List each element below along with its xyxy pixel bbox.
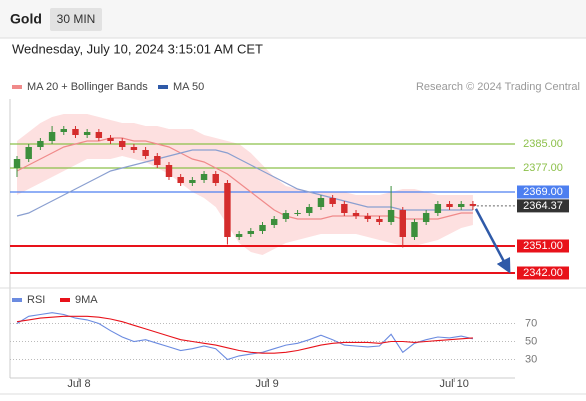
interval-box[interactable]	[50, 8, 102, 31]
candle-body	[142, 150, 149, 156]
candle-body	[399, 210, 406, 237]
candle-body	[306, 207, 313, 213]
x-tick-label: Jul 10	[440, 378, 469, 390]
legend-label: MA 20 + Bollinger Bands	[27, 81, 148, 93]
candle-body	[317, 198, 325, 207]
candle-body	[235, 234, 243, 237]
candle-body	[422, 213, 430, 222]
level-label: 2351.00	[523, 240, 563, 252]
candle-body	[282, 213, 290, 219]
y-tick-label: 50	[525, 335, 537, 347]
x-tick-label: Jul 8	[67, 378, 90, 390]
symbol: Gold	[10, 11, 42, 27]
y-tick-label: 30	[525, 353, 537, 365]
candle-body	[165, 165, 173, 177]
timestamp: Wednesday, July 10, 2024 3:15:01 AM CET	[12, 41, 263, 56]
moving-average	[16, 137, 473, 220]
level-label-box	[517, 185, 569, 199]
candle-body	[446, 204, 453, 207]
candle-body	[387, 210, 395, 222]
level-label: 2385.00	[523, 138, 563, 150]
candle-body	[13, 159, 21, 168]
forecast-arrow	[474, 208, 511, 274]
legend-label: 9MA	[75, 294, 98, 306]
level-label: 2377.00	[523, 162, 563, 174]
candle-body	[212, 174, 219, 183]
x-tick-label: Jul 9	[256, 378, 279, 390]
candle-body	[458, 204, 465, 207]
candle-body	[72, 129, 79, 135]
candle-body	[95, 132, 103, 138]
candle-body	[259, 225, 266, 231]
interval[interactable]: 30 MIN	[57, 12, 96, 26]
candle-body	[341, 204, 348, 213]
candle-body	[177, 177, 184, 183]
candle-body	[247, 231, 255, 234]
candle-body	[200, 174, 208, 180]
rsi-line	[16, 315, 473, 354]
legend-swatch	[60, 298, 70, 302]
candle-body	[189, 180, 196, 183]
level-label: 2364.37	[523, 200, 563, 212]
candle-body	[119, 141, 126, 147]
candle-body	[469, 204, 477, 206]
candle-body	[107, 138, 114, 141]
candle-body	[270, 219, 278, 225]
candle-body	[25, 147, 32, 159]
level-label-box	[517, 199, 569, 213]
candle-body	[48, 132, 56, 141]
candle-body	[411, 222, 418, 237]
rsi-line	[16, 312, 474, 361]
level-label-box	[517, 239, 569, 253]
candle-body	[376, 219, 383, 222]
moving-average	[16, 149, 473, 217]
candle-body	[154, 156, 161, 165]
copyright: Research © 2024 Trading Central	[416, 81, 580, 93]
legend-label: MA 50	[173, 81, 204, 93]
candle-body	[352, 213, 360, 216]
candle-body	[224, 183, 231, 237]
candle-body	[329, 198, 336, 204]
candle-body	[37, 141, 44, 147]
level-label-box	[517, 266, 569, 280]
candle-body	[364, 216, 371, 219]
legend-label: RSI	[27, 294, 45, 306]
candle-body	[294, 213, 301, 214]
legend-swatch	[12, 298, 22, 302]
candle-body	[60, 129, 67, 132]
y-tick-label: 70	[525, 317, 537, 329]
candle-body	[434, 204, 442, 213]
legend-swatch	[158, 85, 168, 89]
legend-swatch	[12, 85, 22, 89]
candle-body	[83, 132, 91, 135]
level-label: 2369.00	[523, 186, 563, 198]
level-label: 2342.00	[523, 267, 563, 279]
candle-body	[130, 147, 138, 150]
